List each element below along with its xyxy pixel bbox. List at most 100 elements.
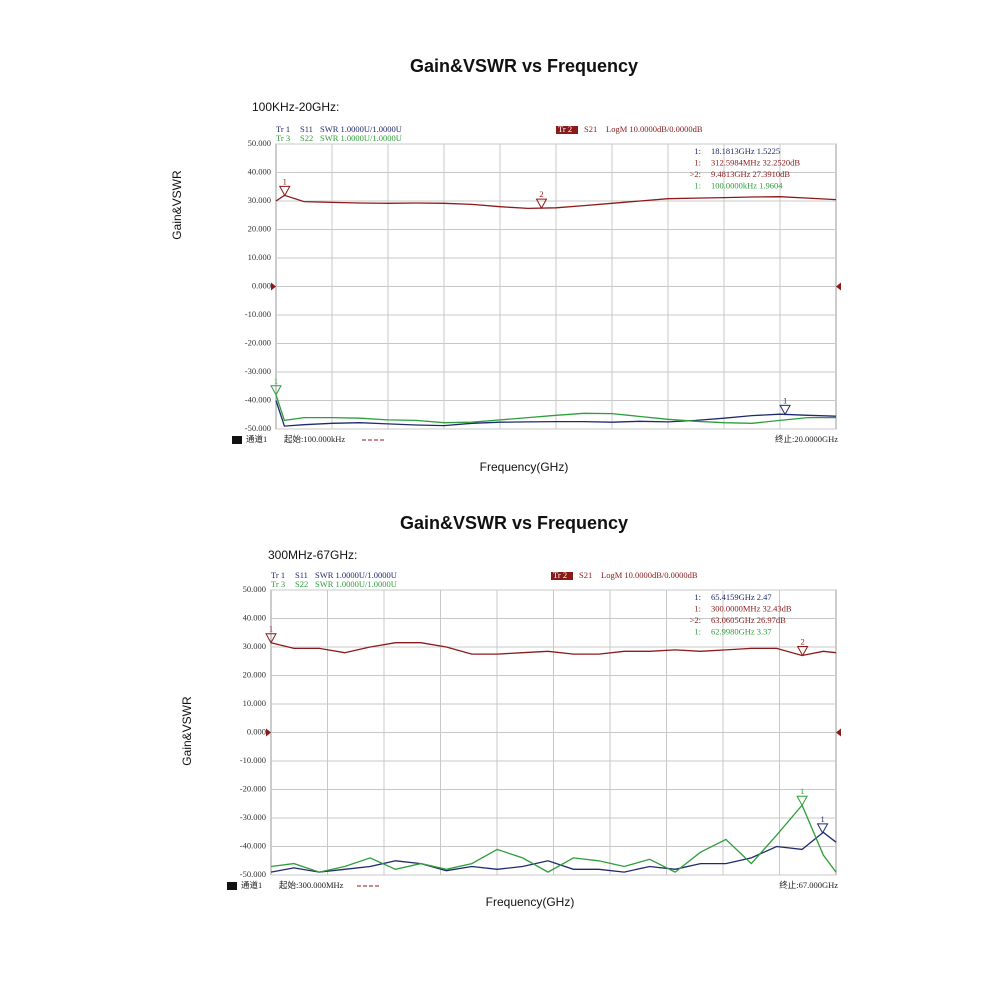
legend-trace: Tr 3 — [276, 133, 290, 143]
readout-text: 63.0605GHz 26.97dB — [711, 615, 786, 625]
legend-badge — [551, 572, 573, 580]
y-tick-label: 10.000 — [243, 698, 266, 708]
series-line — [275, 400, 837, 427]
marker-label: 2 — [801, 636, 805, 646]
y-tick-label: 20.000 — [243, 669, 266, 679]
readout-label: 1: — [694, 157, 701, 167]
y-tick-label: 20.000 — [248, 223, 271, 233]
y-tick-label: -40.000 — [245, 394, 271, 404]
y-tick-label: 0.000 — [252, 280, 271, 290]
y-tick-label: -40.000 — [240, 840, 266, 850]
chart-title: Gain&VSWR vs Frequency — [410, 56, 638, 76]
marker — [816, 823, 829, 834]
channel-label: 通道1 — [241, 880, 262, 890]
legend-badge — [556, 126, 578, 134]
reference-marker — [836, 282, 841, 291]
legend-entry: S21 — [579, 570, 592, 580]
marker — [265, 633, 277, 644]
legend-format: SWR 1.0000U/1.0000U — [315, 570, 397, 580]
readout-label: >2: — [690, 615, 701, 625]
y-tick-label: 0.000 — [247, 726, 266, 736]
y-tick-label: -30.000 — [245, 366, 271, 376]
subtitle: 100KHz-20GHz: — [252, 100, 339, 114]
channel-badge — [232, 436, 242, 444]
readout-text: 100.0000kHz 1.9604 — [711, 180, 783, 190]
y-tick-label: 40.000 — [248, 166, 271, 176]
marker-label: 2 — [539, 189, 543, 199]
reference-marker — [271, 282, 276, 291]
subtitle: 300MHz-67GHz: — [268, 548, 357, 562]
marker-label: 1 — [283, 176, 287, 186]
legend-format: SWR 1.0000U/1.0000U — [315, 579, 397, 589]
chart-title: Gain&VSWR vs Frequency — [400, 513, 628, 533]
legend-format: SWR 1.0000U/1.0000U — [320, 124, 402, 134]
legend-format: SWR 1.0000U/1.0000U — [320, 133, 402, 143]
marker — [270, 385, 282, 396]
y-tick-label: 30.000 — [248, 195, 271, 205]
y-tick-label: -50.000 — [240, 869, 266, 879]
readout-label: 1: — [694, 592, 701, 602]
marker — [779, 404, 791, 416]
marker-label: 1 — [800, 786, 804, 796]
legend-entry: S22 — [300, 133, 313, 143]
readout-label: 1: — [694, 603, 701, 613]
marker — [796, 645, 809, 657]
legend-format: LogM 10.0000dB/0.0000dB — [601, 570, 698, 580]
y-axis-label: Gain&VSWR — [180, 696, 194, 766]
stop-label: 终止:20.0000GHz — [775, 434, 838, 444]
y-tick-label: 50.000 — [248, 138, 271, 148]
readout-text: 65.4159GHz 2.47 — [711, 592, 772, 602]
readout-text: 18.1813GHz 1.5225 — [711, 146, 780, 156]
y-tick-label: -20.000 — [245, 337, 271, 347]
legend-entry: S11 — [295, 570, 308, 580]
legend-trace: Tr 1 — [276, 124, 290, 134]
marker-label: 1 — [269, 624, 273, 634]
x-axis-label: Frequency(GHz) — [480, 460, 569, 474]
legend-format: LogM 10.0000dB/0.0000dB — [606, 124, 703, 134]
y-tick-label: -50.000 — [245, 423, 271, 433]
y-tick-label: 50.000 — [243, 584, 266, 594]
marker-label: 1 — [783, 395, 787, 405]
readout-label: 1: — [694, 180, 701, 190]
series-line — [270, 803, 837, 873]
y-tick-label: -30.000 — [240, 812, 266, 822]
legend-trace: Tr 3 — [271, 579, 285, 589]
legend-trace: Tr 2 — [558, 124, 572, 134]
marker — [796, 795, 808, 807]
marker-label: 1 — [274, 376, 278, 386]
legend-entry: S11 — [300, 124, 313, 134]
readout-label: 1: — [694, 626, 701, 636]
y-tick-label: -20.000 — [240, 783, 266, 793]
series-line — [275, 394, 836, 424]
readout-text: 9.4813GHz 27.3910dB — [711, 169, 790, 179]
marker — [535, 198, 548, 210]
readout-text: 62.9980GHz 3.37 — [711, 626, 772, 636]
y-tick-label: -10.000 — [245, 309, 271, 319]
y-tick-label: 40.000 — [243, 612, 266, 622]
y-tick-label: 30.000 — [243, 641, 266, 651]
reference-marker — [266, 728, 271, 737]
channel-badge — [227, 882, 237, 890]
legend-entry: S21 — [584, 124, 597, 134]
legend-entry: S22 — [295, 579, 308, 589]
marker — [278, 185, 291, 197]
readout-label: >2: — [690, 169, 701, 179]
y-tick-label: -10.000 — [240, 755, 266, 765]
x-axis-label: Frequency(GHz) — [486, 895, 575, 909]
series-line — [270, 642, 837, 657]
channel-label: 通道1 — [246, 434, 267, 444]
readout-text: 312.5984MHz 32.2520dB — [711, 157, 800, 167]
legend-trace: Tr 1 — [271, 570, 285, 580]
marker-label: 1 — [820, 814, 824, 824]
y-axis-label: Gain&VSWR — [170, 170, 184, 240]
legend-trace: Tr 2 — [553, 570, 567, 580]
start-label: 起始:300.000MHz — [279, 880, 344, 890]
readout-label: 1: — [694, 146, 701, 156]
readout-text: 300.0000MHz 32.43dB — [711, 603, 792, 613]
y-tick-label: 10.000 — [248, 252, 271, 262]
start-label: 起始:100.000kHz — [284, 434, 345, 444]
stop-label: 终止:67.000GHz — [779, 880, 838, 890]
reference-marker — [836, 728, 841, 737]
